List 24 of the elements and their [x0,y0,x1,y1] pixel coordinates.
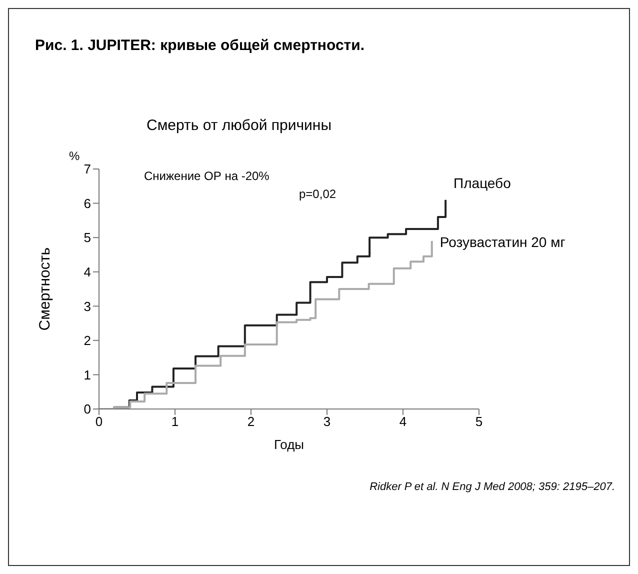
annotation: Снижение ОР на -20% [144,169,270,183]
chart-subtitle: Смерть от любой причины [146,117,332,134]
y-tick-label: 6 [84,196,91,211]
y-tick-label: 3 [84,298,91,314]
y-tick-label: 4 [84,264,91,280]
series-label: Плацебо [454,174,512,191]
x-axis-title: Годы [274,437,304,452]
x-tick-label: 0 [95,414,103,430]
annotation: p=0,02 [299,187,336,201]
x-tick-label: 2 [247,414,255,430]
x-tick-label: 1 [171,414,179,430]
text: Ridker P et al. N Eng J Med 2008; 359: 2195–207. [370,481,615,493]
y-tick-label: 2 [84,333,91,348]
y-tick-label: 0 [84,402,91,417]
series-label: Розувастатин 20 мг [440,234,566,250]
x-tick-label: 4 [399,414,407,430]
y-tick-label: 5 [84,230,91,246]
chart-title: Рис. 1. JUPITER: кривые общей смертности. [35,37,365,54]
x-tick-label: 3 [323,414,331,430]
y-tick-label: 1 [84,367,91,382]
text: % [69,149,80,163]
y-tick-label: 7 [84,162,91,177]
x-tick-label: 5 [475,414,483,430]
y-axis-title: Смертность [36,247,54,331]
